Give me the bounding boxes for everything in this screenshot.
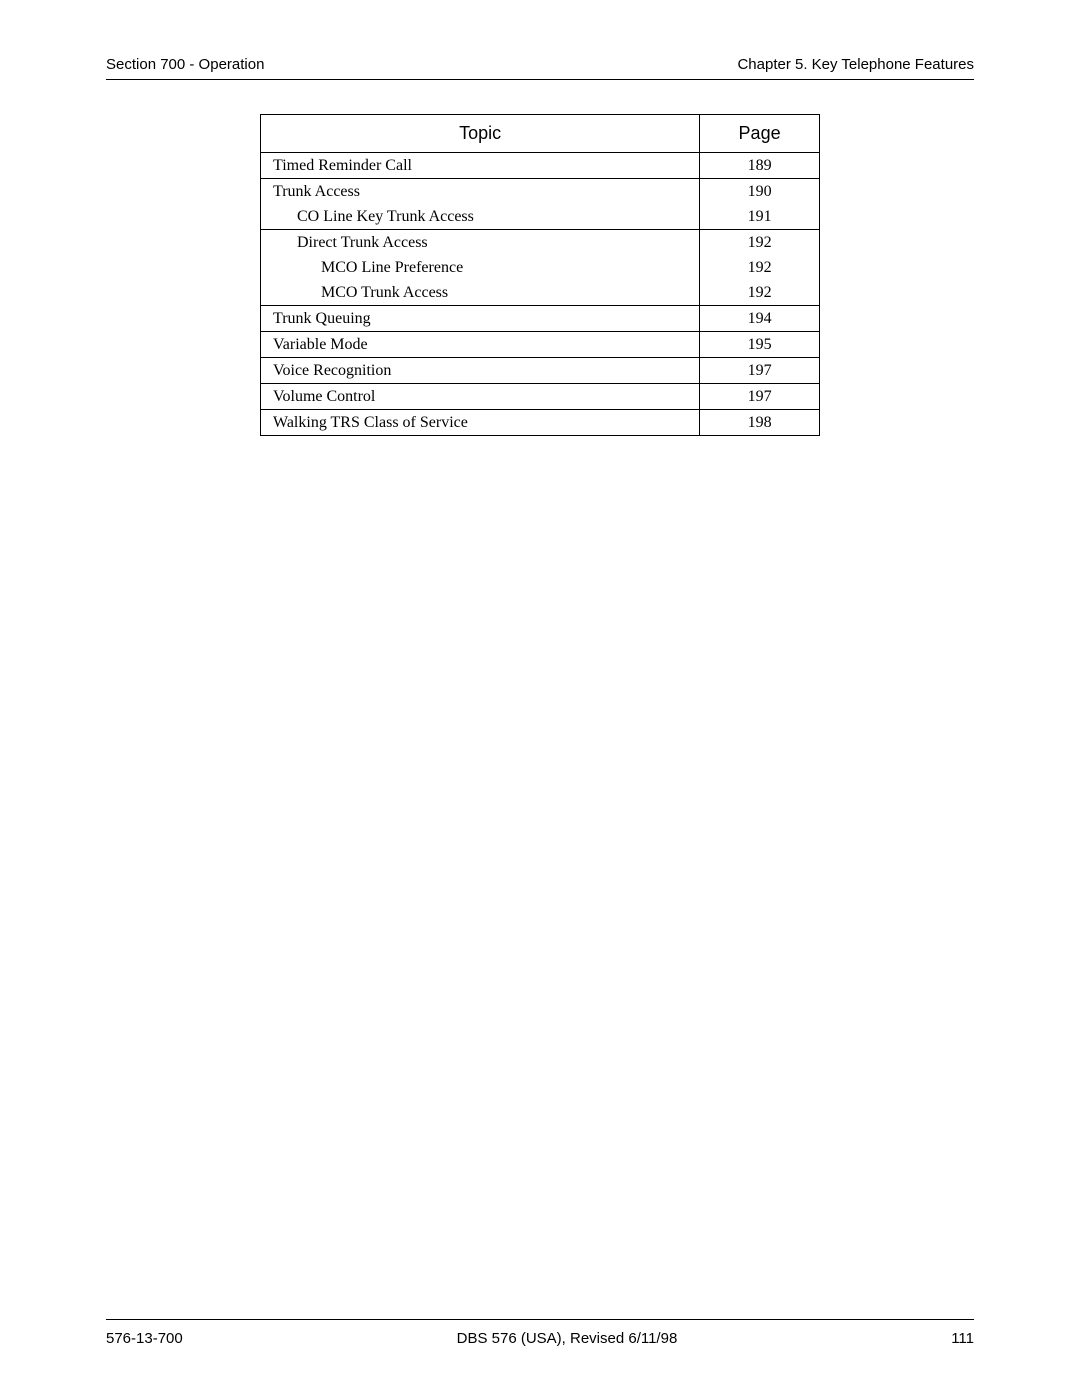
topics-table: Topic Page Timed Reminder Call 189 Trunk… bbox=[260, 114, 820, 436]
topic-cell: Timed Reminder Call bbox=[261, 153, 700, 179]
table-row: Walking TRS Class of Service 198 bbox=[261, 410, 820, 436]
header-right: Chapter 5. Key Telephone Features bbox=[737, 56, 974, 73]
topic-cell: Walking TRS Class of Service bbox=[261, 410, 700, 436]
table-row: MCO Trunk Access 192 bbox=[261, 280, 820, 306]
page-cell: 192 bbox=[700, 280, 820, 306]
table-row: CO Line Key Trunk Access 191 bbox=[261, 204, 820, 230]
footer-right: 111 bbox=[951, 1330, 974, 1347]
col-header-page: Page bbox=[700, 115, 820, 153]
table-row: Variable Mode 195 bbox=[261, 332, 820, 358]
topic-cell: Trunk Access bbox=[261, 179, 700, 205]
table-row: Direct Trunk Access 192 bbox=[261, 230, 820, 256]
page-cell: 192 bbox=[700, 230, 820, 256]
topic-cell: Volume Control bbox=[261, 384, 700, 410]
table-row: Voice Recognition 197 bbox=[261, 358, 820, 384]
table-row: Trunk Access 190 bbox=[261, 179, 820, 205]
page-cell: 189 bbox=[700, 153, 820, 179]
topic-cell: Voice Recognition bbox=[261, 358, 700, 384]
page-cell: 197 bbox=[700, 358, 820, 384]
table-container: Topic Page Timed Reminder Call 189 Trunk… bbox=[106, 114, 974, 436]
topic-cell: MCO Trunk Access bbox=[261, 280, 700, 306]
page-cell: 192 bbox=[700, 255, 820, 280]
footer-center: DBS 576 (USA), Revised 6/11/98 bbox=[457, 1330, 678, 1347]
page-cell: 197 bbox=[700, 384, 820, 410]
topic-cell: MCO Line Preference bbox=[261, 255, 700, 280]
page-header: Section 700 - Operation Chapter 5. Key T… bbox=[106, 56, 974, 80]
page-footer: 576-13-700 DBS 576 (USA), Revised 6/11/9… bbox=[106, 1319, 974, 1347]
spacer bbox=[106, 436, 974, 1319]
topic-cell: Direct Trunk Access bbox=[261, 230, 700, 256]
topic-cell: Trunk Queuing bbox=[261, 306, 700, 332]
table-row: MCO Line Preference 192 bbox=[261, 255, 820, 280]
topic-cell: Variable Mode bbox=[261, 332, 700, 358]
col-header-topic: Topic bbox=[261, 115, 700, 153]
page-cell: 195 bbox=[700, 332, 820, 358]
page-cell: 191 bbox=[700, 204, 820, 230]
page-cell: 190 bbox=[700, 179, 820, 205]
page-cell: 198 bbox=[700, 410, 820, 436]
header-left: Section 700 - Operation bbox=[106, 56, 264, 73]
table-row: Volume Control 197 bbox=[261, 384, 820, 410]
page-cell: 194 bbox=[700, 306, 820, 332]
table-row: Trunk Queuing 194 bbox=[261, 306, 820, 332]
page: Section 700 - Operation Chapter 5. Key T… bbox=[0, 0, 1080, 1397]
table-row: Timed Reminder Call 189 bbox=[261, 153, 820, 179]
footer-left: 576-13-700 bbox=[106, 1330, 183, 1347]
topic-cell: CO Line Key Trunk Access bbox=[261, 204, 700, 230]
